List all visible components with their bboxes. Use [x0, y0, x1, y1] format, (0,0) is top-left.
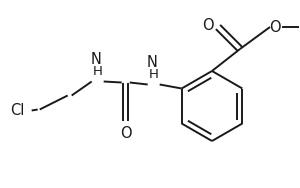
Text: N: N [146, 55, 157, 70]
Text: N: N [90, 52, 101, 67]
Text: H: H [93, 65, 103, 78]
Text: O: O [120, 126, 131, 141]
Text: O: O [269, 20, 281, 35]
Text: O: O [202, 17, 214, 33]
Text: H: H [149, 68, 159, 81]
Text: Cl: Cl [11, 103, 25, 118]
